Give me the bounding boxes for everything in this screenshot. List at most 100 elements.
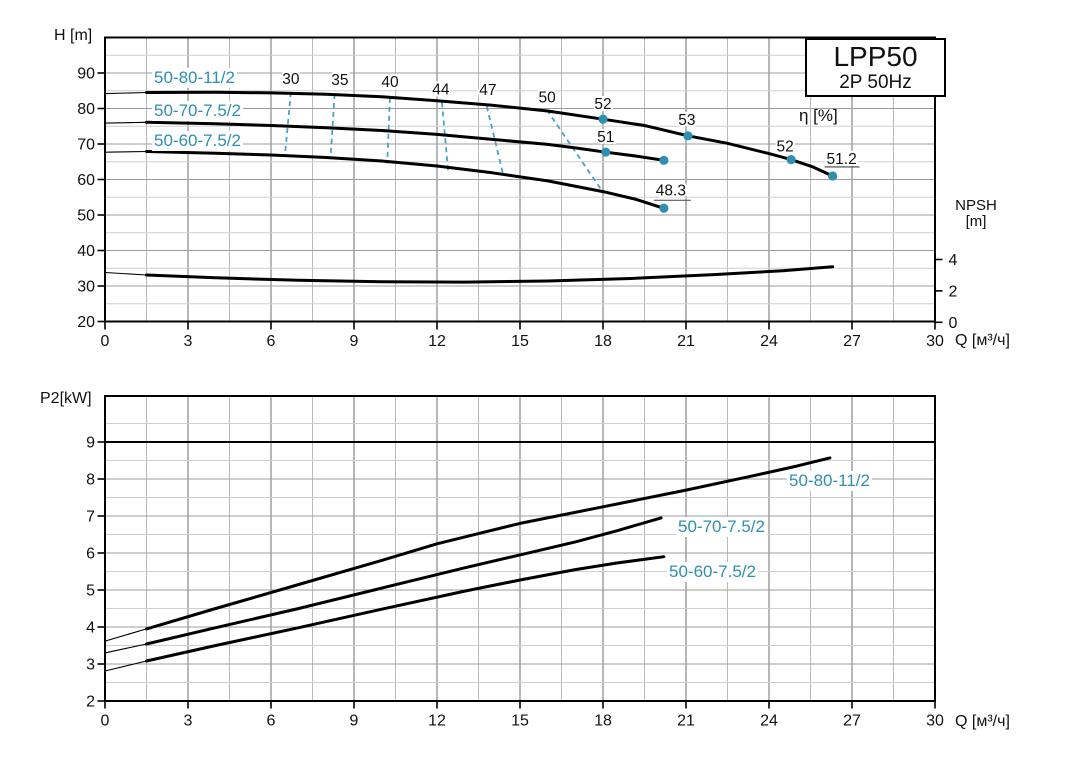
efficiency-dot — [598, 114, 608, 124]
y-tick-label: 9 — [86, 435, 95, 452]
chart-subtitle: 2P 50Hz — [839, 72, 912, 93]
x-tick-label: 6 — [267, 713, 276, 730]
power-curve-lead-50-60-7.5/2 — [104, 660, 148, 672]
power-curve-lead-50-80-11/2 — [104, 628, 148, 642]
y-tick-label: 70 — [77, 137, 95, 154]
y-tick-label: 50 — [77, 208, 95, 225]
curve-lead-50-80-11/2 — [104, 91, 148, 95]
iso-efficiency-value: 35 — [331, 72, 348, 89]
x-tick-label: 21 — [677, 333, 695, 350]
efficiency-value: 52 — [777, 139, 794, 156]
power-curve-50-70-7.5/2 — [145, 516, 663, 646]
iso-efficiency-line — [546, 109, 604, 193]
top-chart-efficiency-lines: 30 35 40 44 47 50 — [280, 69, 604, 193]
npsh-tick-label: 4 — [949, 252, 958, 269]
efficiency-dot — [659, 155, 669, 165]
x-tick-label: 3 — [184, 713, 193, 730]
y-tick-label: 40 — [77, 243, 95, 260]
power-curve-label-50-70: 50-70-7.5/2 — [676, 517, 767, 537]
iso-efficiency-value: 30 — [282, 71, 300, 88]
npsh-axis-label: NPSH [m] — [944, 198, 1008, 230]
y-tick-label: 30 — [77, 279, 95, 296]
curve-50-80-11/2 — [145, 90, 835, 178]
top-chart-x-axis-label: Q [м³/ч] — [955, 332, 1010, 349]
iso-efficiency-value: 50 — [538, 89, 556, 106]
y-tick-label: 6 — [86, 546, 95, 563]
y-tick-label: 3 — [86, 657, 95, 674]
npsh-axis-label-line2: [m] — [965, 213, 987, 230]
iso-efficiency-line — [485, 106, 505, 176]
x-tick-label: 15 — [511, 713, 529, 730]
bottom-chart-y-axis-label: P2[kW] — [40, 390, 92, 407]
bottom-chart-grid — [104, 395, 936, 702]
npsh-tick-label: 0 — [949, 315, 958, 332]
efficiency-value: 52 — [594, 96, 611, 113]
x-tick-label: 6 — [267, 333, 276, 350]
x-tick-label: 15 — [511, 333, 529, 350]
x-tick-label: 9 — [350, 333, 359, 350]
power-curve-50-80-11/2 — [145, 456, 832, 631]
y-tick-label: 90 — [77, 66, 95, 83]
power-curve-50-60-7.5/2 — [145, 555, 666, 663]
top-chart-y-axis-label: H [m] — [54, 27, 93, 44]
x-tick-label: 24 — [760, 333, 778, 350]
power-curve-lead-50-70-7.5/2 — [104, 643, 148, 654]
y-tick-label: 7 — [86, 509, 95, 526]
head-curve-label-50-60: 50-60-7.5/2 — [152, 131, 243, 151]
y-tick-label: 20 — [77, 314, 95, 331]
npsh-axis-label-line1: NPSH — [955, 197, 997, 214]
curve-lead-50-60-7.5/2 — [104, 150, 148, 153]
efficiency-dot — [828, 171, 838, 181]
x-tick-label: 9 — [350, 713, 359, 730]
y-tick-label: 60 — [77, 172, 95, 189]
head-curve-label-50-80: 50-80-11/2 — [152, 68, 237, 88]
x-tick-label: 12 — [428, 713, 446, 730]
x-tick-label: 30 — [926, 333, 944, 350]
efficiency-value: 53 — [678, 112, 695, 129]
head-curve-label-50-70: 50-70-7.5/2 — [152, 101, 243, 121]
iso-efficiency-line — [283, 92, 292, 157]
x-tick-label: 27 — [843, 333, 861, 350]
iso-efficiency-value: 44 — [432, 81, 450, 98]
x-tick-label: 24 — [760, 713, 778, 730]
x-tick-label: 30 — [926, 713, 944, 730]
curve-lead-50-70-7.5/2 — [104, 121, 148, 124]
efficiency-value: 51 — [597, 129, 614, 146]
curve-NPSH — [145, 265, 835, 284]
curve-50-60-7.5/2 — [145, 150, 666, 210]
iso-efficiency-line — [386, 97, 391, 164]
top-chart-curves — [104, 90, 835, 284]
efficiency-dot — [659, 203, 669, 213]
iso-efficiency-line — [329, 93, 336, 159]
power-curve-label-50-60: 50-60-7.5/2 — [667, 562, 758, 582]
efficiency-axis-label: η [%] — [799, 106, 838, 125]
x-tick-label: 12 — [428, 333, 446, 350]
x-tick-label: 0 — [101, 713, 110, 730]
curve-lead-NPSH — [104, 271, 148, 276]
y-tick-label: 80 — [77, 101, 95, 118]
y-tick-label: 2 — [86, 694, 95, 711]
top-chart-efficiency-points: 52 53 52 51.2 51 48.3 — [592, 94, 860, 213]
bottom-chart-axes: 0 3 6 9 12 15 18 21 24 27 30 2 3 4 5 6 7 8 9 — [86, 435, 944, 730]
x-tick-label: 3 — [184, 333, 193, 350]
bottom-chart-x-axis-label: Q [м³/ч] — [955, 713, 1010, 730]
efficiency-dot — [601, 147, 611, 157]
chart-title: LPP50 — [833, 41, 918, 72]
y-tick-label: 5 — [86, 583, 95, 600]
iso-efficiency-value: 40 — [381, 74, 399, 91]
efficiency-dot — [786, 155, 796, 165]
x-tick-label: 18 — [594, 333, 612, 350]
efficiency-value: 51.2 — [827, 151, 857, 168]
iso-efficiency-line — [441, 102, 449, 171]
power-curve-label-50-80: 50-80-11/2 — [787, 471, 872, 491]
x-tick-label: 18 — [594, 713, 612, 730]
y-tick-label: 8 — [86, 472, 95, 489]
x-tick-label: 27 — [843, 713, 861, 730]
npsh-tick-label: 2 — [949, 283, 958, 300]
x-tick-label: 21 — [677, 713, 695, 730]
curve-50-70-7.5/2 — [145, 120, 666, 162]
iso-efficiency-value: 47 — [479, 82, 496, 99]
